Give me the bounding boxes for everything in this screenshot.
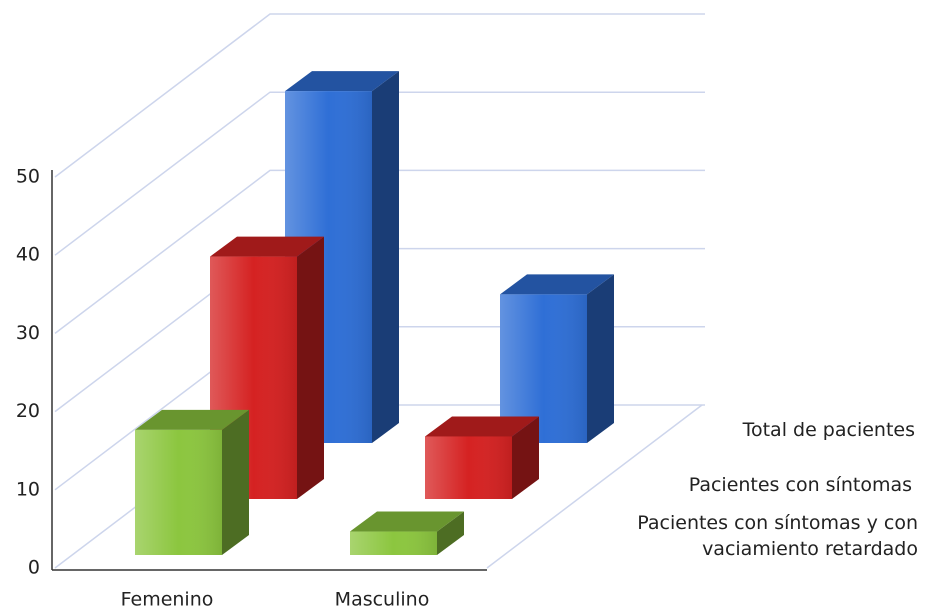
- bar: [425, 416, 539, 499]
- bar-top: [135, 409, 249, 430]
- bar-side: [587, 274, 614, 443]
- legend-label: Pacientes con síntomas: [688, 474, 912, 496]
- bar-side: [512, 416, 539, 499]
- bar: [350, 511, 464, 555]
- legend-label: Pacientes con síntomas y con vaciamiento…: [637, 512, 918, 560]
- bar-top: [285, 71, 399, 92]
- bar-shine: [425, 436, 512, 499]
- y-tick-label: 0: [28, 557, 40, 579]
- grid-line: [54, 91, 705, 256]
- grid-line: [54, 13, 705, 178]
- y-tick-label: 10: [16, 478, 40, 500]
- bar-top: [500, 274, 614, 295]
- bar-side: [222, 409, 249, 555]
- y-tick-label: 50: [16, 166, 40, 188]
- bar-top: [350, 511, 464, 532]
- y-tick-label: 20: [16, 400, 40, 422]
- bar-shine: [350, 531, 437, 555]
- floor-edge: [486, 404, 703, 569]
- x-tick-label: Femenino: [121, 589, 214, 611]
- legend-label: Total de pacientes: [742, 419, 915, 441]
- bar-shine: [135, 429, 222, 555]
- bar-side: [297, 236, 324, 499]
- bar-side: [437, 511, 464, 555]
- x-tick-label: Masculino: [335, 589, 430, 611]
- y-tick-label: 40: [16, 244, 40, 266]
- y-tick-label: 30: [16, 322, 40, 344]
- bar-top: [425, 416, 539, 437]
- bar-top: [210, 236, 324, 257]
- bar: [135, 409, 249, 555]
- grid-line: [54, 169, 705, 334]
- bar-side: [372, 71, 399, 443]
